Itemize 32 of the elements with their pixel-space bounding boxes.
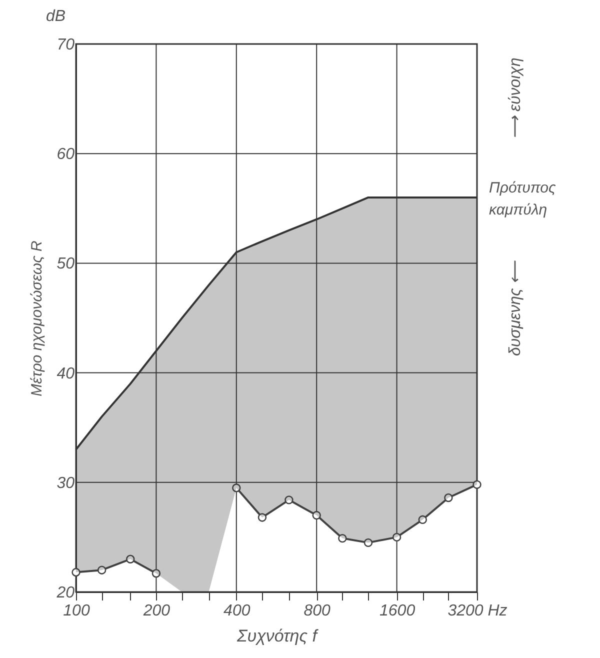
y-axis-title: Μέτρο ηχομονώσεως R [28,240,46,396]
x-axis-title: Συχνότης f [236,626,320,646]
point [152,569,161,578]
text: δυσμενης ⟵ [507,260,524,356]
x-tick-label: 100 [63,602,90,620]
point [232,484,241,492]
point [312,510,321,520]
y-tick-label: 30 [56,474,75,492]
point [418,515,427,524]
point [338,534,347,543]
point [258,513,267,522]
x-tick-label: 800 [304,602,331,620]
point [472,480,482,489]
point [97,566,106,574]
text: dB [46,8,66,25]
x-tick-label: 200 [142,602,170,620]
text: ⟶ εύνοιχη [507,58,524,139]
point [444,493,453,502]
y-tick-label: 50 [56,256,75,273]
y-tick-label: 70 [56,36,75,54]
x-tick-label: 1600 [380,602,416,620]
x-tick-label: 400 [224,602,250,620]
y-tick-label: 40 [56,365,75,382]
point [72,568,80,577]
y-tick-label: 60 [56,146,75,164]
x-tick-label: 3200 Hz [448,602,508,620]
point [284,496,294,504]
point [392,532,402,542]
point [364,538,373,548]
series-label: Πρότυπος καμπύλη [489,179,557,218]
point [126,554,135,564]
y-tick-label: 20 [56,584,75,602]
